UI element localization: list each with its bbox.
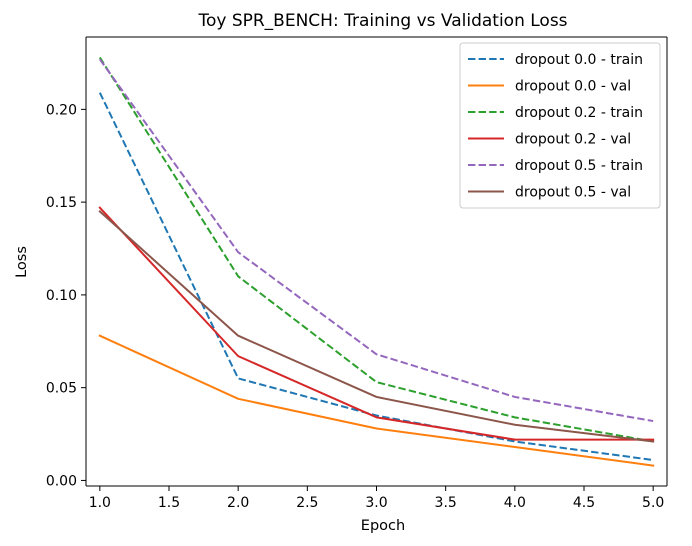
legend-label: dropout 0.5 - train	[515, 158, 643, 174]
legend-label: dropout 0.2 - train	[515, 105, 643, 121]
legend-label: dropout 0.2 - val	[515, 132, 631, 148]
x-tick-label: 4.5	[573, 495, 595, 511]
legend-label: dropout 0.5 - val	[515, 185, 631, 201]
series-line-0	[98, 92, 654, 462]
y-tick-label: 0.10	[46, 288, 77, 304]
chart-title: Toy SPR_BENCH: Training vs Validation Lo…	[197, 11, 567, 31]
series-line-2	[98, 56, 654, 443]
legend-label: dropout 0.0 - val	[515, 79, 631, 95]
y-tick-label: 0.00	[46, 473, 77, 489]
x-axis-title: Epoch	[361, 518, 405, 534]
x-tick-label: 3.0	[365, 495, 387, 511]
legend-frame	[459, 42, 661, 209]
x-tick-label: 1.0	[89, 495, 111, 511]
x-tick-label: 2.0	[227, 495, 249, 511]
x-tick-label: 4.0	[504, 495, 526, 511]
x-tick-label: 3.5	[435, 495, 457, 511]
series-line-3	[98, 206, 655, 441]
series-layer	[98, 56, 655, 467]
y-tick-label: 0.20	[46, 102, 77, 118]
legend: dropout 0.0 - train dropout 0.0 - val drop…	[459, 42, 661, 209]
y-axis-title: Loss	[14, 246, 30, 278]
y-tick-label: 0.05	[46, 381, 77, 397]
x-tick-label: 1.5	[158, 495, 180, 511]
series-line-4	[99, 58, 654, 423]
x-tick-label: 5.0	[642, 495, 664, 511]
x-tick-label: 2.5	[296, 495, 318, 511]
y-axis: 0.00 0.05 0.10 0.15 0.20	[46, 37, 668, 489]
series-line-1	[98, 334, 655, 467]
y-tick-label: 0.15	[46, 195, 77, 211]
x-axis: 1.0 1.5 2.0 2.5 3.0 3.5 4.0 4.5 5.0	[86, 36, 667, 511]
legend-label: dropout 0.0 - train	[515, 52, 643, 68]
series-line-5	[98, 209, 655, 443]
